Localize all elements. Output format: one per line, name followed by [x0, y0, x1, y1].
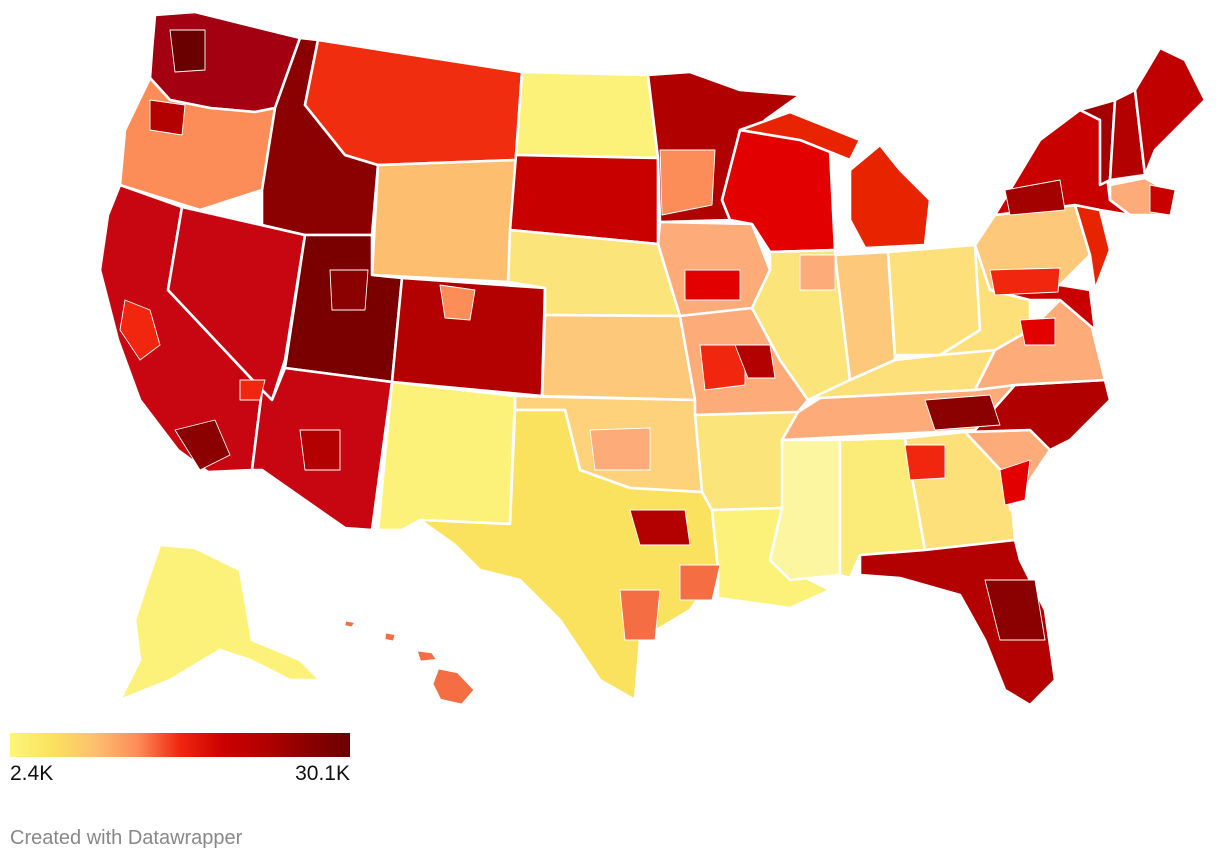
district-az-phx[interactable] — [299, 429, 341, 471]
district-ia-dm[interactable] — [684, 269, 741, 301]
state-new-mexico[interactable] — [376, 380, 517, 532]
district-ca-la[interactable] — [174, 419, 231, 471]
district-tx-dallas[interactable] — [629, 509, 691, 546]
state-montana[interactable] — [303, 38, 524, 167]
state-wyoming[interactable] — [370, 158, 518, 284]
district-sc-charleston[interactable] — [999, 459, 1031, 506]
state-kansas[interactable] — [540, 313, 697, 402]
district-pa-philly[interactable] — [989, 267, 1061, 296]
legend-max-label: 30.1K — [295, 762, 350, 785]
district-ma-boston[interactable] — [1149, 184, 1176, 216]
state-vermont[interactable] — [1078, 98, 1117, 187]
state-iowa[interactable] — [656, 220, 772, 318]
district-tx-houston[interactable] — [679, 564, 721, 601]
district-va-nova[interactable] — [1019, 317, 1056, 346]
district-tx-austin[interactable] — [619, 589, 661, 641]
state-hawaii[interactable] — [342, 618, 477, 707]
state-south-dakota[interactable] — [508, 153, 660, 246]
state-washington[interactable] — [148, 10, 302, 114]
legend-min-label: 2.4K — [10, 762, 54, 785]
credit-text[interactable]: Created with Datawrapper — [10, 827, 243, 849]
district-mn-twin[interactable] — [659, 149, 716, 216]
district-wa-seattle[interactable] — [169, 29, 206, 73]
state-maine[interactable] — [1133, 46, 1207, 177]
district-ga-atl[interactable] — [904, 444, 946, 481]
state-maryland[interactable] — [988, 283, 1097, 332]
district-co-denver[interactable] — [439, 284, 476, 321]
district-ok-tulsa[interactable] — [589, 427, 651, 471]
district-il-chicago[interactable] — [799, 254, 836, 291]
legend-color-scale — [10, 733, 350, 757]
choropleth-map — [98, 10, 1207, 707]
district-or-portland[interactable] — [149, 99, 186, 136]
state-north-dakota[interactable] — [514, 70, 660, 160]
district-mo-stl[interactable] — [699, 344, 746, 391]
state-michigan[interactable] — [738, 110, 932, 250]
district-ca-bay[interactable] — [119, 299, 161, 361]
state-alaska[interactable] — [118, 543, 322, 702]
district-ut-slc[interactable] — [329, 269, 369, 311]
district-ny-upstate[interactable] — [1004, 179, 1066, 216]
district-overlays — [119, 29, 1176, 641]
district-mo-kc[interactable] — [734, 344, 776, 379]
district-fl-tampa[interactable] — [984, 579, 1046, 641]
district-nv-reno[interactable] — [239, 379, 266, 401]
district-nc-charlotte[interactable] — [924, 394, 1001, 431]
